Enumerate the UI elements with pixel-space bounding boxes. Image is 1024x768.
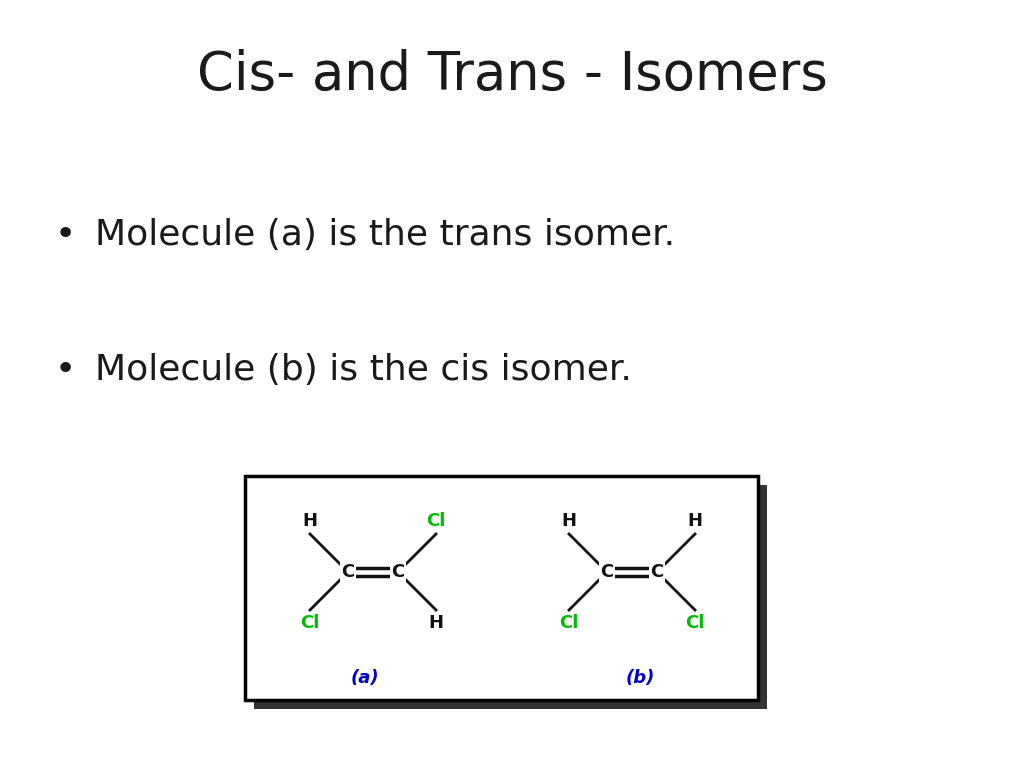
Text: C: C bbox=[341, 563, 354, 581]
Text: H: H bbox=[428, 614, 443, 632]
Text: Cl: Cl bbox=[685, 614, 705, 632]
Text: H: H bbox=[302, 512, 317, 530]
Text: Cl: Cl bbox=[426, 512, 445, 530]
Bar bbox=[245, 476, 758, 700]
Text: (b): (b) bbox=[626, 669, 654, 687]
Text: C: C bbox=[600, 563, 613, 581]
Bar bbox=[254, 485, 767, 709]
Text: H: H bbox=[561, 512, 577, 530]
Text: C: C bbox=[650, 563, 664, 581]
Text: •: • bbox=[55, 353, 76, 387]
Text: Cl: Cl bbox=[559, 614, 579, 632]
Text: C: C bbox=[391, 563, 404, 581]
Text: Cl: Cl bbox=[300, 614, 319, 632]
Text: H: H bbox=[687, 512, 702, 530]
Text: (a): (a) bbox=[350, 669, 379, 687]
Text: •: • bbox=[55, 218, 76, 252]
Text: Molecule (b) is the cis isomer.: Molecule (b) is the cis isomer. bbox=[95, 353, 632, 387]
Text: Cis- and Trans - Isomers: Cis- and Trans - Isomers bbox=[197, 49, 827, 101]
Text: Molecule (a) is the trans isomer.: Molecule (a) is the trans isomer. bbox=[95, 218, 675, 252]
